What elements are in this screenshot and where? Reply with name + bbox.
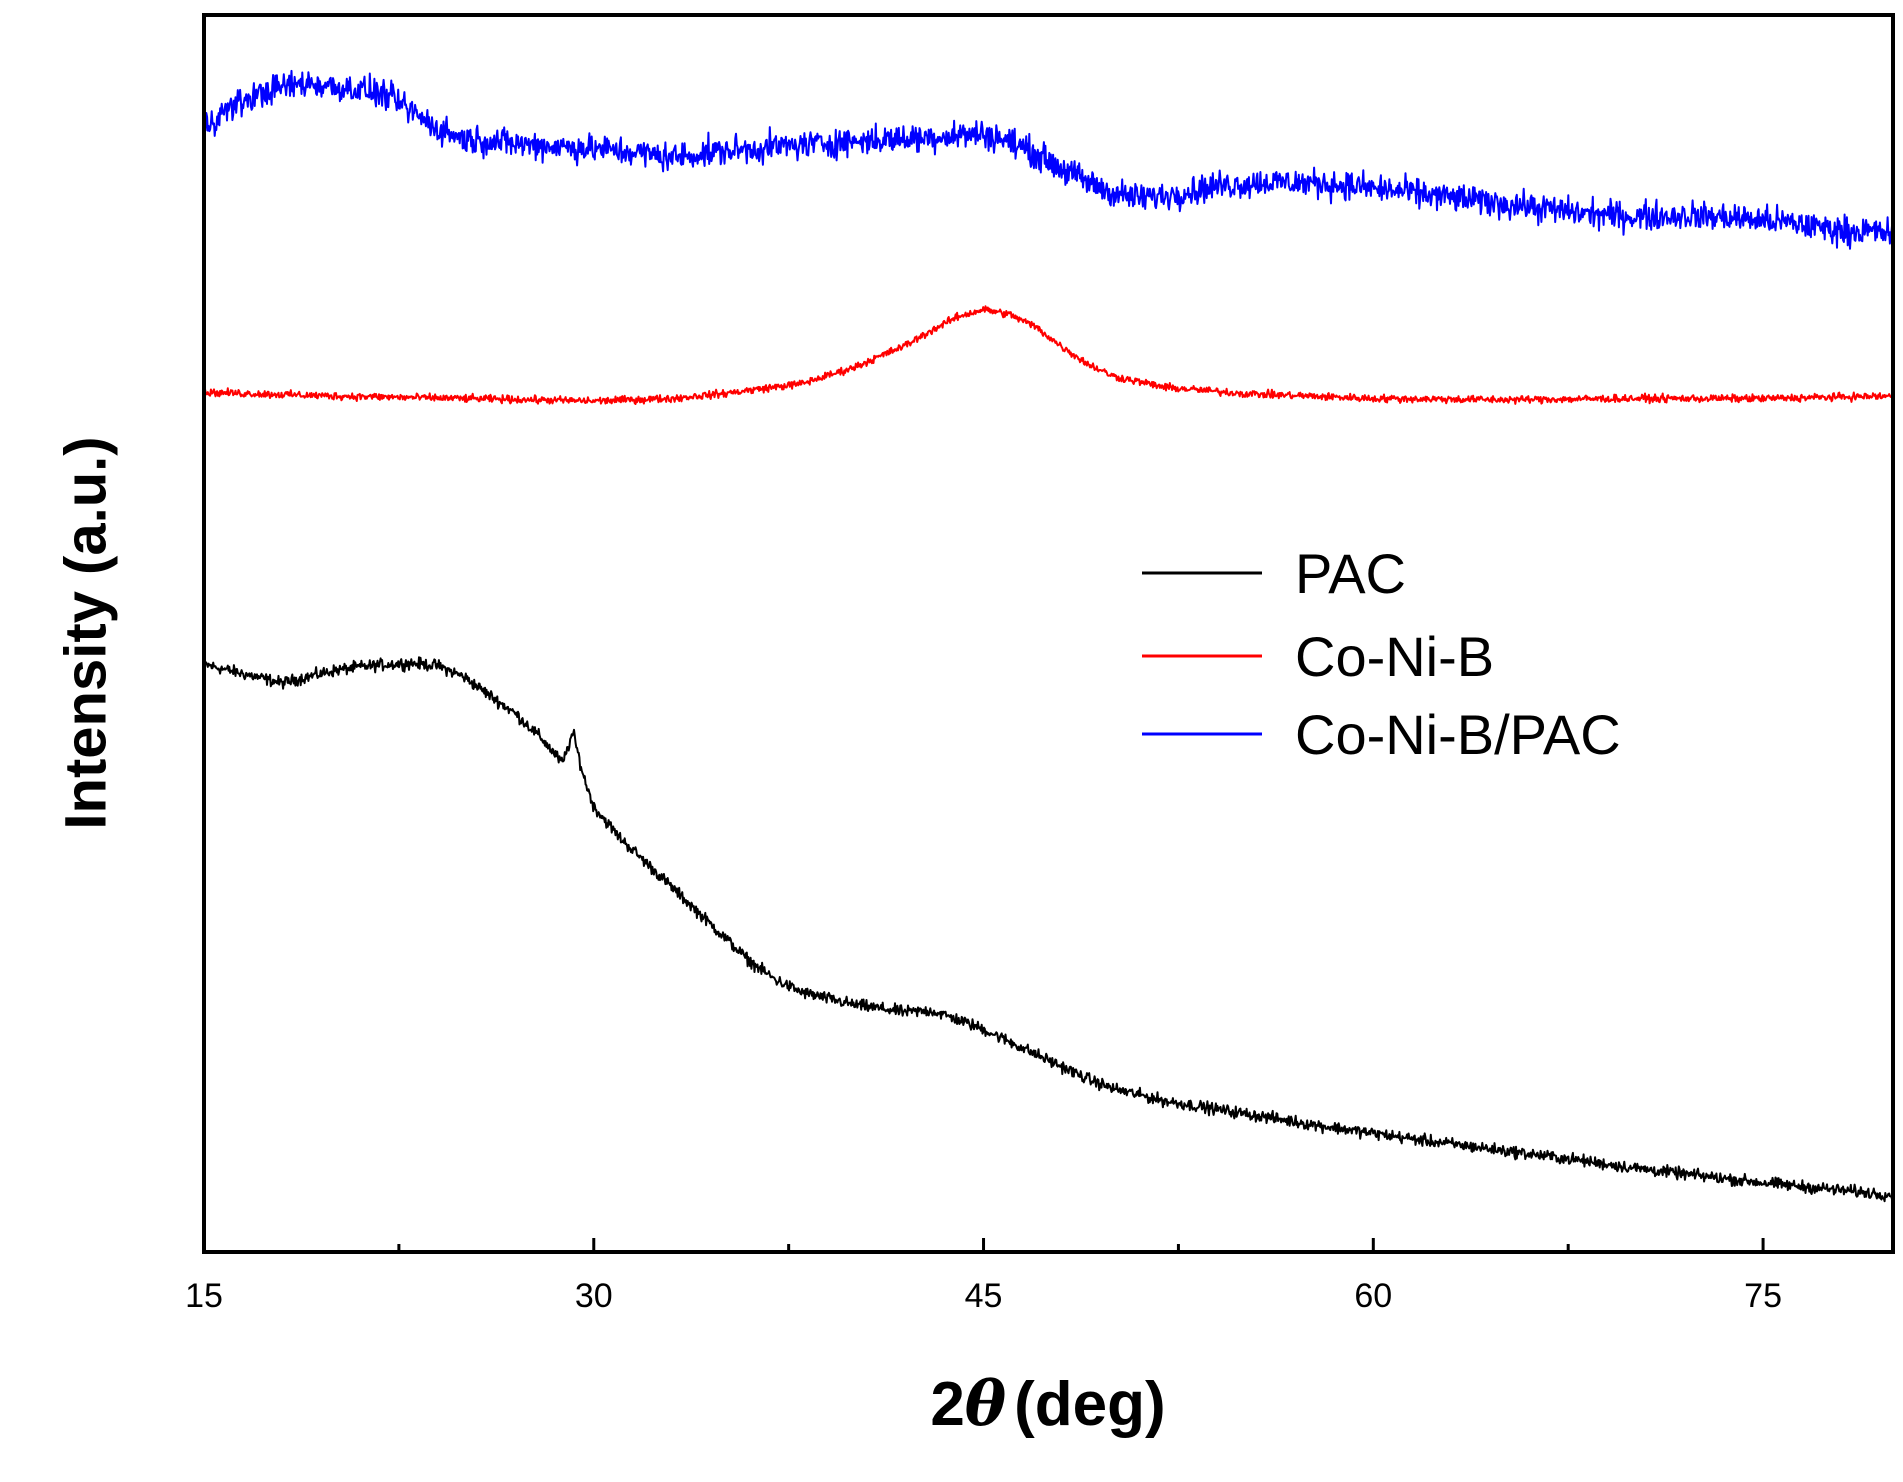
x-tick-label-30: 30 <box>575 1277 613 1315</box>
x-axis-title-number: 2 <box>930 1370 964 1439</box>
y-axis-title: Intensity (a.u.) <box>53 436 118 829</box>
legend-label-co-ni-b-pac: Co-Ni-B/PAC <box>1295 703 1621 766</box>
series-layer <box>203 69 1894 1203</box>
x-tick-label-75: 75 <box>1744 1277 1782 1315</box>
legend: PAC Co-Ni-B Co-Ni-B/PAC <box>1142 542 1621 766</box>
series-line-co-ni-b-pac <box>203 69 1894 250</box>
legend-label-pac: PAC <box>1295 542 1406 605</box>
x-tick-label-45: 45 <box>965 1277 1003 1315</box>
legend-label-co-ni-b: Co-Ni-B <box>1295 625 1494 688</box>
x-tick-label-60: 60 <box>1354 1277 1392 1315</box>
x-axis-title: 2θ (deg) <box>930 1367 1165 1440</box>
x-axis-title-unit: (deg) <box>1014 1370 1166 1439</box>
x-axis-ticks: 15 30 45 60 75 <box>185 1238 1782 1315</box>
x-axis-title-theta: θ <box>965 1367 1007 1440</box>
x-tick-label-15: 15 <box>185 1277 223 1315</box>
series-line-co-ni-b <box>203 305 1894 405</box>
plot-frame <box>202 13 1895 1254</box>
series-line-pac <box>203 656 1894 1203</box>
